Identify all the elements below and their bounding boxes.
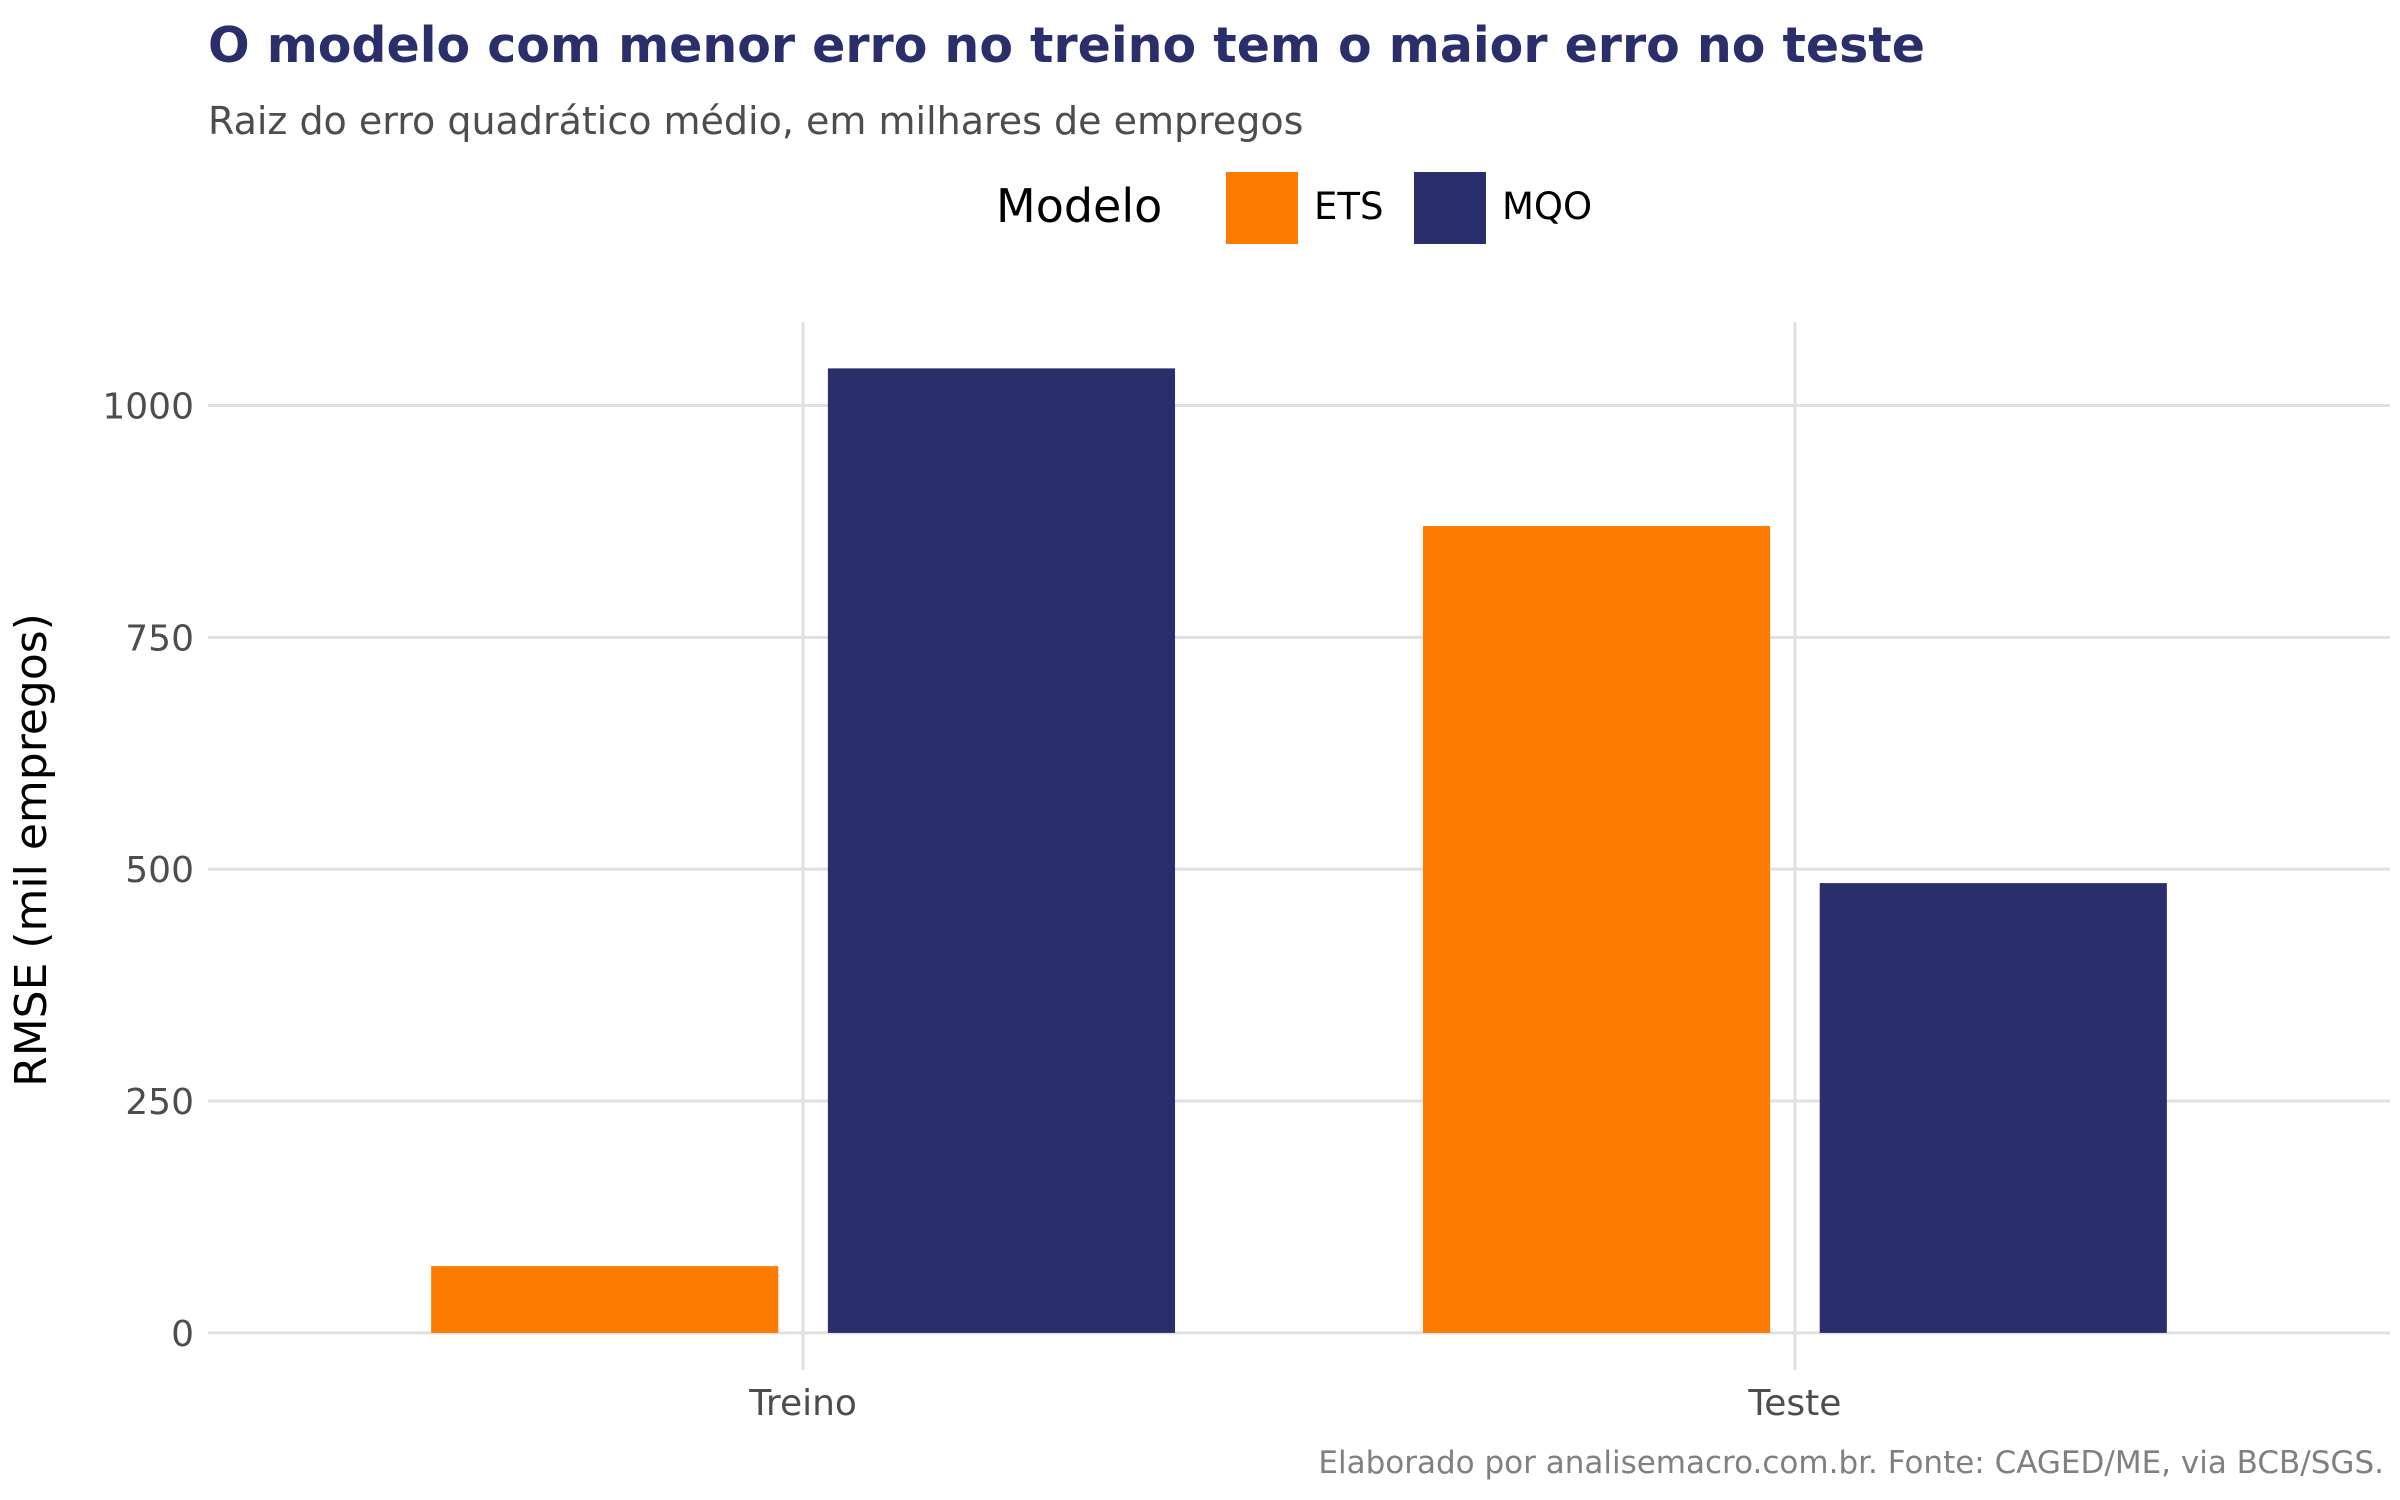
x-axis-ticks: Treino Teste: [748, 1383, 1841, 1424]
chart-title: O modelo com menor erro no treino tem o …: [208, 17, 1925, 74]
y-tick-label: 500: [125, 850, 194, 891]
y-tick-label: 750: [125, 618, 194, 659]
grid: [208, 322, 2390, 1370]
legend-title: Modelo: [996, 179, 1162, 233]
x-tick-label: Treino: [748, 1383, 857, 1424]
y-axis-ticks: 0 250 500 750 1000: [102, 386, 194, 1354]
bar-mqo-teste: [1819, 883, 2167, 1333]
legend-label-mqo: MQO: [1502, 185, 1592, 228]
bar-mqo-treino: [827, 368, 1176, 1333]
chart-subtitle: Raiz do erro quadrático médio, em milhar…: [208, 99, 1303, 143]
y-tick-label: 1000: [102, 386, 194, 427]
y-tick-label: 0: [171, 1314, 194, 1355]
y-tick-label: 250: [125, 1082, 194, 1123]
legend: Modelo ETS MQO: [996, 172, 1592, 244]
legend-label-ets: ETS: [1314, 185, 1383, 228]
x-tick-label: Teste: [1747, 1383, 1841, 1424]
bar-ets-treino: [431, 1266, 779, 1333]
legend-swatch-ets: [1226, 172, 1298, 244]
bars: [431, 368, 2167, 1333]
bar-ets-teste: [1422, 526, 1771, 1333]
legend-swatch-mqo: [1414, 172, 1486, 244]
y-axis-label: RMSE (mil empregos): [6, 613, 57, 1087]
chart-caption: Elaborado por analisemacro.com.br. Fonte…: [1318, 1445, 2384, 1481]
